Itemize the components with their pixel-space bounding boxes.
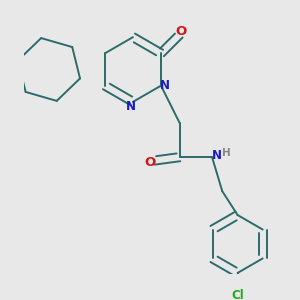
Text: N: N — [212, 149, 221, 162]
Text: O: O — [176, 25, 187, 38]
Text: H: H — [222, 148, 231, 158]
Text: Cl: Cl — [231, 289, 244, 300]
Text: N: N — [126, 100, 136, 113]
Text: O: O — [145, 156, 156, 169]
Text: N: N — [160, 79, 170, 92]
